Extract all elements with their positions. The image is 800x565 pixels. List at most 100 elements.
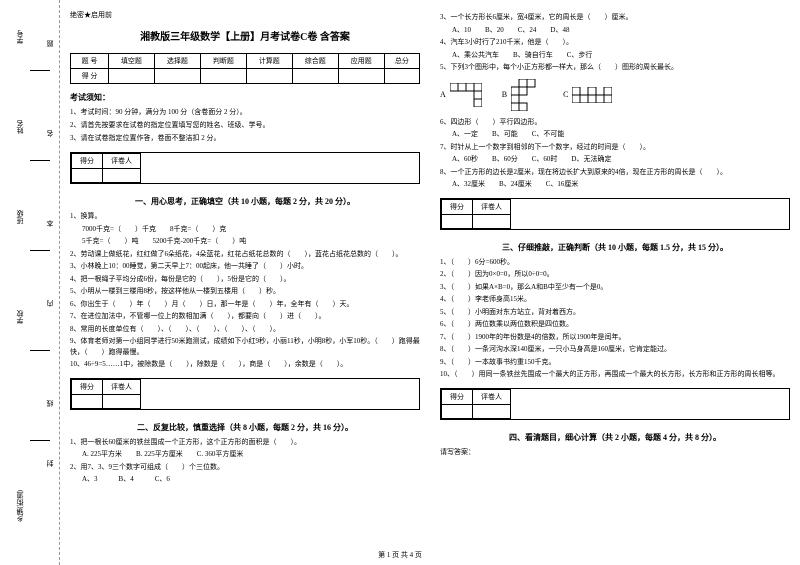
question: 7、在进位加法中，不管哪一位上的数相加满（ ），都要向（ ）进（ ）。 (70, 311, 420, 322)
header-cell: 选择题 (154, 54, 200, 69)
question: 7、（ ）1900年的年份数是4的倍数，所以1900年是闰年。 (440, 332, 790, 343)
exam-title: 湘教版三年级数学【上册】月考试卷C卷 含答案 (70, 28, 420, 43)
score-label: 得分 (72, 379, 103, 394)
question: 3、一个长方形长6厘米，宽4厘米，它的周长是（ ）厘米。 (440, 12, 790, 23)
notice-item: 3、请在试卷指定位置作答，卷面不整洁扣 2 分。 (70, 133, 420, 143)
section-2-title: 二、反复比较，慎重选择（共 8 小题，每题 2 分，共 16 分）。 (70, 422, 420, 433)
grader-label: 评卷人 (103, 379, 141, 394)
margin-mark: 内 (45, 300, 55, 307)
score-summary-table: 题 号 填空题 选择题 判断题 计算题 综合题 应用题 总分 得 分 (70, 53, 420, 84)
question: 3、（ ）如果A×B=0，那么A和B中至少有一个是0。 (440, 282, 790, 293)
grader-label: 评卷人 (103, 154, 141, 169)
question: 8、（ ）一条河沟水深140厘米，一只小马身高是160厘米，它肯定能过。 (440, 344, 790, 355)
margin-label: 学校 (15, 310, 25, 324)
margin-label: 班级 (15, 210, 25, 224)
binding-margin: 学号 题 姓名 名 班级 本 学校 内 线 封 乡镇(街道) (0, 0, 60, 565)
question: 2、劳动课上做纸花，红红做了6朵纸花，4朵蓝花，红花占纸花总数的（ ），蓝花占纸… (70, 249, 420, 260)
question: 8、一个正方形的边长是2厘米，现在将边长扩大到原来的4倍，现在正方形的周长是（ … (440, 167, 790, 178)
header-cell: 填空题 (108, 54, 154, 69)
score-label: 得分 (442, 389, 473, 404)
margin-line (30, 250, 50, 251)
header-cell: 总分 (384, 54, 419, 69)
page-footer: 第 1 页 共 4 页 (0, 550, 800, 560)
question: 1、换算。 (70, 211, 420, 222)
options: A、60秒 B、60分 C、60时 D、无法确定 (440, 154, 790, 165)
question: 1、把一根长60厘米的铁丝围成一个正方形，这个正方形的面积是（ ）。 (70, 437, 420, 448)
question: 4、（ ）李老师身高15米。 (440, 294, 790, 305)
section-4-title: 四、看清题目，细心计算（共 2 小题，每题 4 分，共 8 分）。 (440, 432, 790, 443)
right-column: 3、一个长方形长6厘米，宽4厘米，它的周长是（ ）厘米。 A、10 B、20 C… (440, 10, 790, 487)
options: A、32厘米 B、24厘米 C、16厘米 (440, 179, 790, 190)
score-label: 得分 (442, 199, 473, 214)
options: A、3 B、4 C、6 (70, 474, 420, 485)
sub-question: 7000千克=（ ）千克 8千克=（ ）克 (70, 224, 420, 235)
row-label: 得 分 (71, 69, 109, 84)
margin-label: 乡镇(街道) (15, 490, 25, 523)
margin-line (30, 440, 50, 441)
header-cell: 应用题 (338, 54, 384, 69)
question: 7、时针从上一个数字到相邻的下一个数字，经过的时间是（ ）。 (440, 142, 790, 153)
question: 5、（ ）小明面对东方站立，背对着西方。 (440, 307, 790, 318)
answer-hint: 请写答案： (440, 447, 790, 458)
shape-option-c: C (563, 87, 612, 103)
notice-item: 1、考试时间：90 分钟，满分为 100 分（含卷面分 2 分）。 (70, 107, 420, 117)
question: 5、下列3个图形中，每个小正方形都一样大，那么（ ）图形的周长最长。 (440, 62, 790, 73)
margin-mark: 本 (45, 220, 55, 227)
header-cell: 综合题 (292, 54, 338, 69)
section-score-box: 得分评卷人 (70, 152, 420, 184)
margin-mark: 题 (45, 40, 55, 47)
secret-label: 绝密★启用前 (70, 10, 420, 20)
section-score-box: 得分评卷人 (70, 378, 420, 410)
question: 10、（ ）用同一条铁丝先围成一个最大的正方形，再围成一个最大的长方形，长方形和… (440, 369, 790, 380)
question: 4、把一根绳子平均分成6份，每份是它的（ ），5份是它的（ ）。 (70, 274, 420, 285)
question: 4、汽车3小时行了210千米，他是（ ）。 (440, 37, 790, 48)
margin-mark: 线 (45, 400, 55, 407)
section-1-title: 一、用心思考，正确填空（共 10 小题，每题 2 分，共 20 分）。 (70, 196, 420, 207)
notice-item: 2、请首先按要求在试卷的指定位置填写您的姓名、班级、学号。 (70, 120, 420, 130)
header-cell: 判断题 (200, 54, 246, 69)
question: 2、（ ）因为0×0=0，所以0÷0=0。 (440, 269, 790, 280)
options: A. 225平方米 B. 225平方厘米 C. 360平方厘米 (70, 449, 420, 460)
left-column: 绝密★启用前 湘教版三年级数学【上册】月考试卷C卷 含答案 题 号 填空题 选择… (70, 10, 420, 487)
question: 2、用7、3、9三个数字可组成（ ）个三位数。 (70, 462, 420, 473)
option-label: B (502, 90, 507, 99)
margin-line (30, 160, 50, 161)
question: 9、（ ）一本故事书约重150千克。 (440, 357, 790, 368)
shape-option-a: A (440, 83, 482, 107)
question: 5、小明从一楼到三楼用8秒，按这样他从一楼到五楼用（ ）秒。 (70, 286, 420, 297)
question: 10、46÷9=5……1中，被除数是（ ），除数是（ ），商是（ ），余数是（ … (70, 359, 420, 370)
shape-option-b: B (502, 79, 543, 111)
option-label: C (563, 90, 568, 99)
notice-title: 考试须知： (70, 92, 420, 103)
margin-mark: 名 (45, 130, 55, 137)
question: 6、四边形（ ）平行四边形。 (440, 117, 790, 128)
margin-mark: 封 (45, 460, 55, 467)
score-label: 得分 (72, 154, 103, 169)
table-row: 题 号 填空题 选择题 判断题 计算题 综合题 应用题 总分 (71, 54, 420, 69)
shape-options: A B C (440, 79, 612, 111)
shape-b (511, 79, 543, 111)
page-content: 绝密★启用前 湘教版三年级数学【上册】月考试卷C卷 含答案 题 号 填空题 选择… (70, 10, 790, 487)
section-score-box: 得分评卷人 (440, 198, 790, 230)
question: 6、你出生于（ ）年（ ）月（ ）日，那一年是（ ）年，全年有（ ）天。 (70, 299, 420, 310)
grader-label: 评卷人 (473, 389, 511, 404)
question: 1、（ ）6分=600秒。 (440, 257, 790, 268)
options: A、10 B、20 C、24 D、48 (440, 25, 790, 36)
section-score-box: 得分评卷人 (440, 388, 790, 420)
options: A、一定 B、可能 C、不可能 (440, 129, 790, 140)
options: A、乘公共汽车 B、骑自行车 C、步行 (440, 50, 790, 61)
table-row: 得 分 (71, 69, 420, 84)
section-3-title: 三、仔细推敲，正确判断（共 10 小题，每题 1.5 分，共 15 分）。 (440, 242, 790, 253)
shape-c (572, 87, 612, 103)
margin-label: 学号 (15, 30, 25, 44)
shape-a (450, 83, 482, 107)
question: 3、小林晚上10：00睡觉，第二天早上7：00起床，他一共睡了（ ）小时。 (70, 261, 420, 272)
question: 8、常用的长度单位有（ ）、（ ）、（ ）、（ ）、（ ）。 (70, 324, 420, 335)
header-cell: 题 号 (71, 54, 109, 69)
question: 6、（ ）两位数乘以两位数积是四位数。 (440, 319, 790, 330)
sub-question: 5千克=（ ）吨 5200千克-200千克=（ ）吨 (70, 236, 420, 247)
margin-label: 姓名 (15, 120, 25, 134)
grader-label: 评卷人 (473, 199, 511, 214)
margin-line (30, 70, 50, 71)
question: 9、体育老师对第一小组同学进行50米跑测试，成绩如下小红9秒，小丽11秒，小明8… (70, 336, 420, 357)
